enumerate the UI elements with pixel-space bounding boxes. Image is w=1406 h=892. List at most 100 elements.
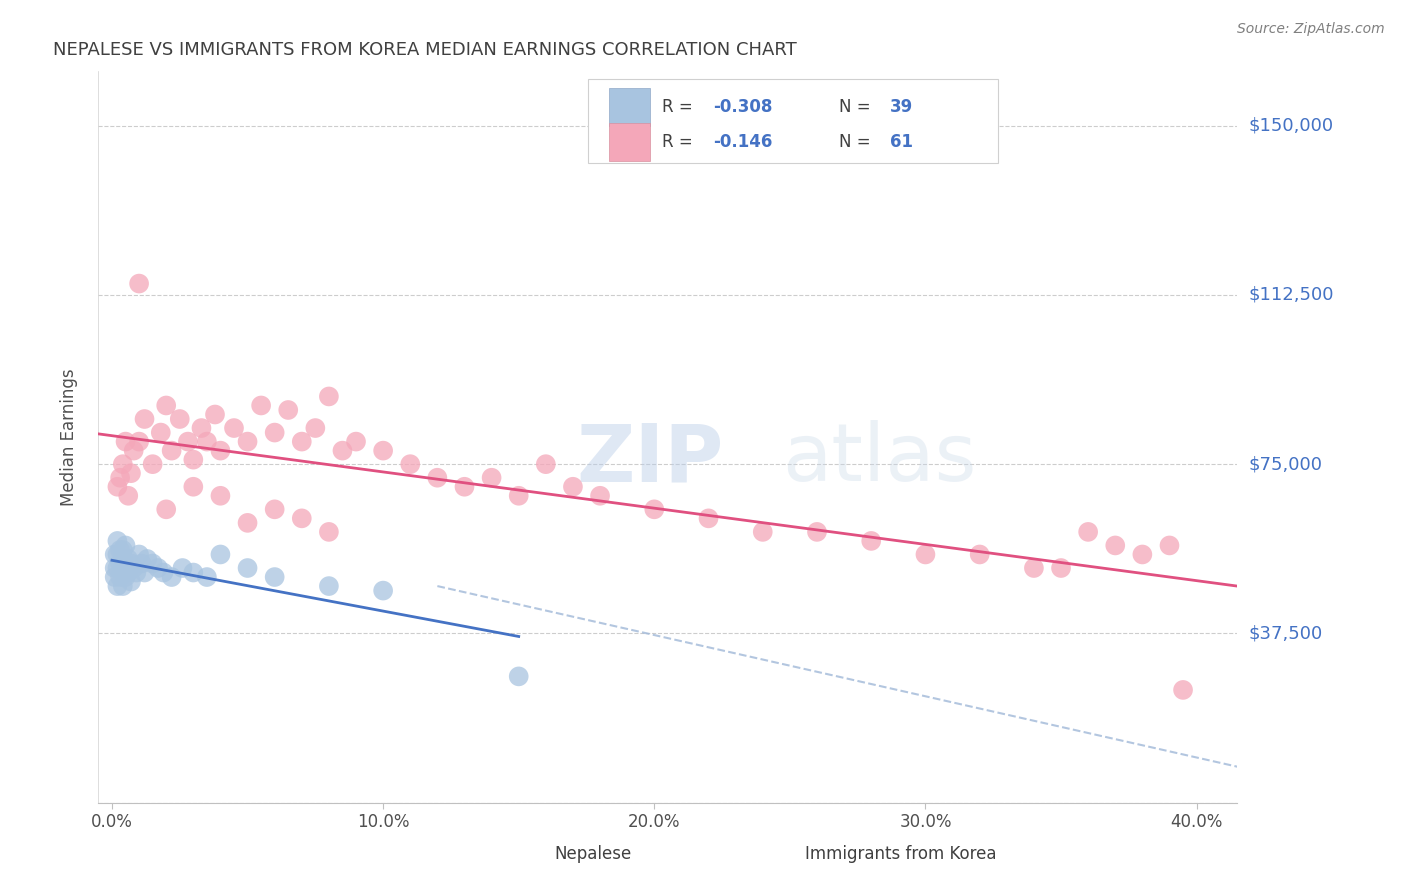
Point <box>204 408 226 422</box>
FancyBboxPatch shape <box>773 839 810 871</box>
Point <box>114 570 136 584</box>
Text: N =: N = <box>839 133 876 152</box>
Point <box>104 548 127 562</box>
Point <box>111 579 134 593</box>
Point <box>589 489 612 503</box>
Point <box>108 543 131 558</box>
Point <box>134 412 156 426</box>
Point <box>1022 561 1045 575</box>
Text: Source: ZipAtlas.com: Source: ZipAtlas.com <box>1237 22 1385 37</box>
Point <box>1050 561 1073 575</box>
Point <box>120 574 142 589</box>
Text: -0.146: -0.146 <box>713 133 773 152</box>
Point <box>209 489 232 503</box>
Point <box>209 443 232 458</box>
Point <box>1077 524 1099 539</box>
Text: $112,500: $112,500 <box>1249 285 1334 304</box>
Point <box>291 511 314 525</box>
Point <box>481 471 503 485</box>
Point <box>146 561 169 575</box>
Point <box>107 548 129 562</box>
Point <box>183 566 205 580</box>
Point <box>250 399 273 413</box>
Point <box>108 471 131 485</box>
Text: atlas: atlas <box>782 420 976 498</box>
Point <box>104 570 127 584</box>
Point <box>332 443 354 458</box>
Point <box>263 502 285 516</box>
Point <box>177 434 200 449</box>
Point <box>969 548 991 562</box>
Point <box>114 434 136 449</box>
Point <box>120 557 142 571</box>
Text: Immigrants from Korea: Immigrants from Korea <box>804 845 995 863</box>
Point <box>142 557 165 571</box>
Point <box>1159 538 1181 552</box>
Point <box>128 434 150 449</box>
Point <box>108 570 131 584</box>
Point <box>263 570 285 584</box>
Point <box>111 543 134 558</box>
Point <box>107 561 129 575</box>
Point <box>195 570 218 584</box>
Point <box>263 425 285 440</box>
Point <box>111 457 134 471</box>
Point <box>426 471 449 485</box>
Point <box>697 511 720 525</box>
Text: R =: R = <box>662 98 699 116</box>
Point <box>806 524 828 539</box>
FancyBboxPatch shape <box>609 123 650 161</box>
FancyBboxPatch shape <box>588 78 998 163</box>
Point <box>149 425 172 440</box>
Point <box>107 480 129 494</box>
Point <box>643 502 665 516</box>
Text: $37,500: $37,500 <box>1249 624 1323 642</box>
Point <box>160 570 183 584</box>
Point <box>172 561 194 575</box>
Point <box>114 557 136 571</box>
Point <box>114 538 136 552</box>
Point <box>125 566 148 580</box>
Point <box>122 561 145 575</box>
Point <box>277 403 299 417</box>
Text: NEPALESE VS IMMIGRANTS FROM KOREA MEDIAN EARNINGS CORRELATION CHART: NEPALESE VS IMMIGRANTS FROM KOREA MEDIAN… <box>53 41 797 59</box>
Text: Nepalese: Nepalese <box>554 845 631 863</box>
Point <box>142 457 165 471</box>
Point <box>195 434 218 449</box>
Point <box>236 561 259 575</box>
Point <box>752 524 775 539</box>
FancyBboxPatch shape <box>609 88 650 126</box>
Point <box>128 277 150 291</box>
Point <box>508 489 530 503</box>
Point <box>318 524 340 539</box>
Point <box>107 579 129 593</box>
Text: $150,000: $150,000 <box>1249 117 1333 135</box>
Text: -0.308: -0.308 <box>713 98 773 116</box>
Point <box>236 516 259 530</box>
Point <box>131 557 153 571</box>
Point <box>291 434 314 449</box>
Point <box>136 552 159 566</box>
Point <box>236 434 259 449</box>
Y-axis label: Median Earnings: Median Earnings <box>59 368 77 506</box>
Point <box>562 480 585 494</box>
Point <box>122 443 145 458</box>
Point <box>111 561 134 575</box>
Point <box>117 489 139 503</box>
Point <box>453 480 475 494</box>
Point <box>222 421 245 435</box>
Point <box>209 548 232 562</box>
Point <box>183 452 205 467</box>
Point <box>183 480 205 494</box>
Point <box>1104 538 1126 552</box>
Text: N =: N = <box>839 98 876 116</box>
Point <box>371 443 394 458</box>
Point <box>134 566 156 580</box>
Text: $75,000: $75,000 <box>1249 455 1323 473</box>
Point <box>104 561 127 575</box>
Point <box>117 552 139 566</box>
Text: 61: 61 <box>890 133 912 152</box>
Point <box>155 502 177 516</box>
Point <box>152 566 174 580</box>
Point <box>117 566 139 580</box>
